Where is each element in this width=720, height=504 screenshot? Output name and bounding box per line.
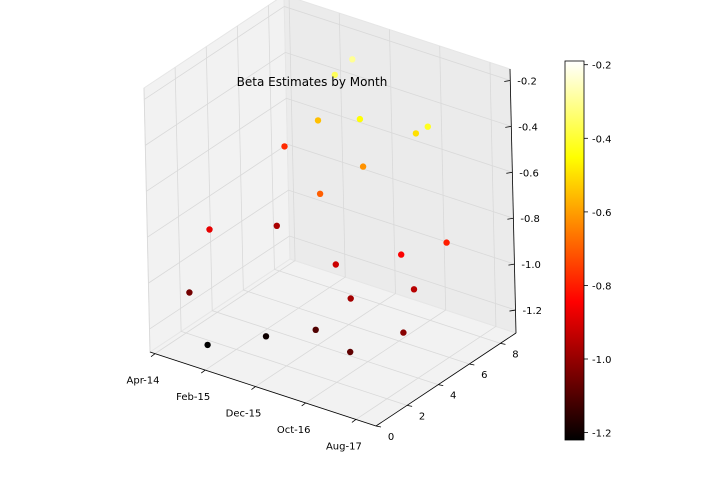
- scatter-point: [424, 123, 431, 130]
- y-axis-line: [375, 332, 517, 427]
- x-tick-mark: [301, 402, 306, 407]
- scatter-point: [410, 286, 418, 293]
- y-grid-line: [174, 67, 408, 406]
- x-tick-label: Feb-15: [176, 392, 210, 403]
- x-tick-label: Apr-14: [127, 376, 160, 387]
- y-tick-label: 2: [419, 411, 425, 422]
- x-grid-line: [305, 45, 447, 404]
- scatter-point: [316, 190, 324, 197]
- scatter-point: [186, 289, 193, 296]
- x-grid-line: [255, 29, 396, 387]
- x-tick-mark: [201, 369, 206, 374]
- y-tick-mark: [500, 342, 506, 345]
- axes-lines: [149, 68, 517, 427]
- scatter-point: [443, 239, 450, 246]
- scatter-point: [262, 333, 270, 340]
- scatter-point: [398, 251, 405, 258]
- z-grid-line: [147, 143, 514, 238]
- y-tick-mark: [469, 363, 475, 366]
- scatter-point: [356, 115, 364, 123]
- scatter-point: [273, 222, 280, 229]
- z-grid-line: [146, 97, 513, 192]
- z-tick-mark: [506, 171, 513, 174]
- y-axis-ticks: 0 2 4 6 8: [375, 342, 519, 443]
- x-tick-mark: [150, 353, 156, 357]
- y-grid-line: [205, 46, 439, 386]
- z-grid-line: [144, 6, 511, 100]
- x-tick-mark: [251, 386, 256, 390]
- x-axis-ticks: Apr-14 Feb-15 Dec-15 Oct-16 Aug-17: [127, 353, 362, 452]
- colorbar: [564, 60, 585, 441]
- colorbar-ticks: -0.2 -0.4 -0.6 -0.8 -1.0 -1.2: [584, 61, 612, 440]
- scatter-point: [312, 326, 319, 333]
- y-tick-label: 0: [388, 432, 394, 443]
- z-axis-ticks: -0.2 -0.4 -0.6 -0.8 -1.0 -1.2: [504, 77, 543, 317]
- scatter-points: [186, 56, 450, 356]
- z-grid-line: [148, 189, 515, 284]
- z-tick-label: -0.2: [517, 77, 537, 88]
- x-grid-line: [205, 13, 346, 371]
- colorbar-tick-label: -0.4: [592, 134, 612, 145]
- y-grid-line: [236, 25, 470, 365]
- z-grid-line: [149, 235, 516, 330]
- scatter-point: [332, 261, 339, 268]
- z-tick-mark: [504, 80, 511, 82]
- scatter-point: [347, 348, 354, 356]
- z-tick-label: -0.8: [520, 214, 540, 225]
- z-tick-label: -1.0: [521, 260, 541, 271]
- scatter-point: [206, 226, 213, 233]
- scatter-point: [359, 163, 367, 170]
- x-axis-line: [149, 351, 377, 427]
- x-tick-label: Oct-16: [277, 425, 311, 436]
- colorbar-tick-label: -0.2: [592, 61, 612, 72]
- y-tick-mark: [438, 384, 444, 387]
- colorbar-tick-label: -1.0: [592, 355, 612, 366]
- x-grid-line: [355, 62, 497, 420]
- y-tick-mark: [407, 404, 413, 407]
- z-tick-mark: [507, 217, 514, 220]
- z-tick-mark: [508, 263, 515, 266]
- y-grid-line: [268, 5, 501, 344]
- scatter-point: [204, 341, 211, 349]
- chart-title: Beta Estimates by Month: [237, 75, 388, 89]
- x-grid-line: [154, 0, 296, 354]
- scatter-point: [400, 329, 407, 336]
- colorbar-tick-label: -0.6: [592, 208, 612, 219]
- scatter-point: [331, 71, 338, 79]
- colorbar-tick-label: -1.2: [592, 429, 612, 440]
- x-tick-label: Dec-15: [226, 409, 262, 420]
- colorbar-tick-label: -0.8: [592, 282, 612, 293]
- x-tick-label: Aug-17: [326, 441, 362, 452]
- y-tick-label: 4: [450, 391, 456, 402]
- scatter-point: [412, 130, 420, 137]
- y-tick-label: 6: [481, 370, 487, 381]
- z-grid-line: [145, 51, 512, 146]
- z-tick-label: -1.2: [523, 306, 543, 317]
- scatter-point: [314, 117, 322, 124]
- y-tick-mark: [375, 425, 382, 428]
- z-tick-label: -0.6: [519, 168, 539, 179]
- scatter-point: [281, 143, 288, 150]
- z-tick-mark: [505, 125, 512, 128]
- scatter-point: [347, 295, 354, 302]
- x-tick-mark: [351, 419, 357, 423]
- axes-panes: [143, 0, 518, 427]
- z-axis-line: [509, 68, 517, 334]
- y-tick-label: 8: [512, 349, 518, 360]
- scatter-point: [349, 56, 356, 63]
- z-tick-label: -0.4: [518, 122, 538, 133]
- z-tick-mark: [509, 309, 516, 312]
